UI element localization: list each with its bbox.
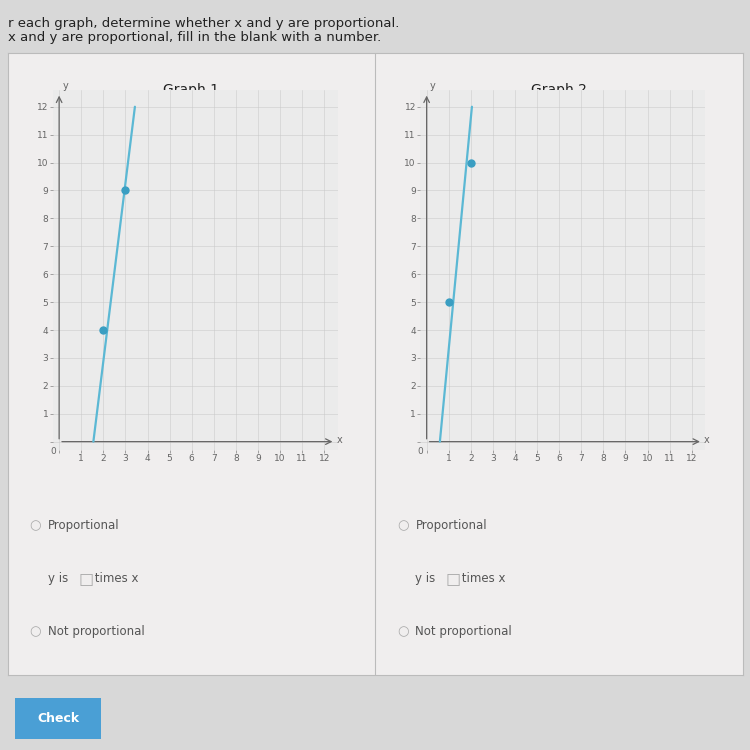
Text: y: y: [430, 82, 436, 92]
Text: Proportional: Proportional: [48, 519, 119, 532]
Text: y: y: [62, 82, 68, 92]
Text: 0: 0: [50, 447, 55, 456]
Text: □: □: [78, 571, 93, 586]
Text: x and y are proportional, fill in the blank with a number.: x and y are proportional, fill in the bl…: [8, 32, 381, 44]
Text: Not proportional: Not proportional: [416, 625, 512, 638]
Text: ○: ○: [397, 625, 409, 638]
Text: ○: ○: [29, 519, 41, 532]
Text: times x: times x: [91, 572, 138, 585]
Text: y is: y is: [416, 572, 440, 585]
Text: Graph 1: Graph 1: [164, 82, 219, 97]
Text: Graph 2: Graph 2: [531, 82, 586, 97]
Text: Not proportional: Not proportional: [48, 625, 145, 638]
Text: times x: times x: [458, 572, 506, 585]
Text: ○: ○: [29, 625, 41, 638]
Text: x: x: [704, 435, 710, 445]
Text: x: x: [337, 435, 342, 445]
Text: y is: y is: [48, 572, 72, 585]
Text: r each graph, determine whether x and y are proportional.: r each graph, determine whether x and y …: [8, 16, 399, 29]
Text: 0: 0: [418, 447, 423, 456]
Text: □: □: [446, 571, 460, 586]
Text: ○: ○: [397, 519, 409, 532]
FancyBboxPatch shape: [8, 694, 108, 742]
Text: Check: Check: [37, 712, 80, 724]
Text: Proportional: Proportional: [416, 519, 487, 532]
